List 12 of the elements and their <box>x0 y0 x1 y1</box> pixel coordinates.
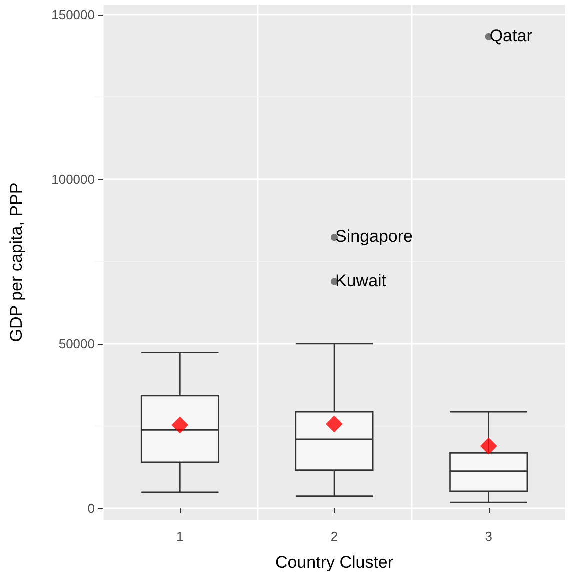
x-tick-label: 3 <box>485 529 492 544</box>
annotation: Kuwait <box>336 271 387 290</box>
annotation: Qatar <box>490 26 533 46</box>
y-tick-label: 0 <box>88 500 95 516</box>
y-axis-title: GDP per capita, PPP <box>7 182 26 342</box>
x-tick-label: 1 <box>176 529 184 544</box>
y-tick-label: 100000 <box>52 172 95 187</box>
x-axis-title: Country Cluster <box>275 553 394 572</box>
y-tick-label: 150000 <box>52 7 95 22</box>
x-tick-label: 2 <box>330 529 338 544</box>
y-tick-label: 50000 <box>58 336 95 352</box>
annotation: Singapore <box>336 227 414 246</box>
